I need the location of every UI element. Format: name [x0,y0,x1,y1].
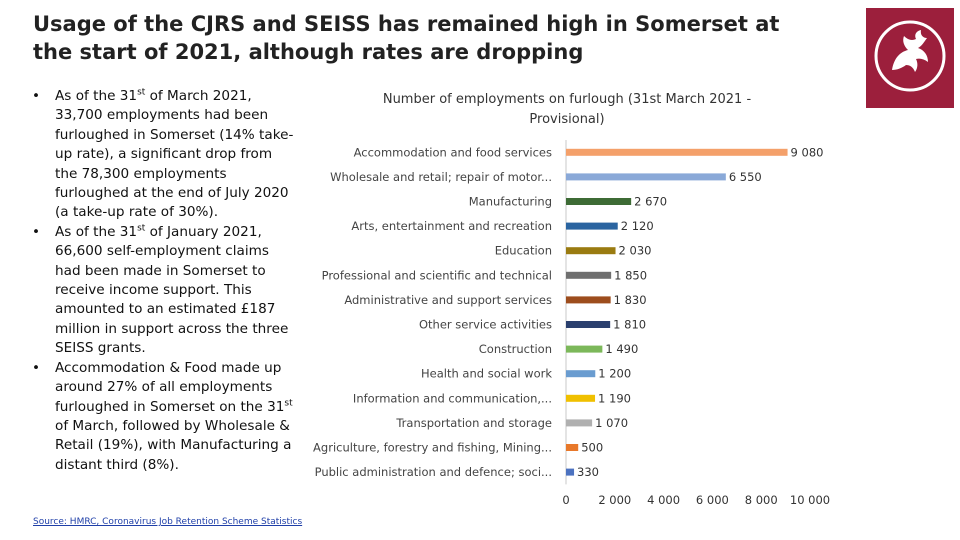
category-label: Transportation and storage [395,416,552,430]
category-label: Accommodation and food services [354,145,552,159]
data-label: 1 490 [605,342,638,356]
data-bar [566,247,616,255]
data-bar [566,394,596,402]
data-bar [566,296,611,304]
data-label: 500 [581,441,603,455]
data-label: 6 550 [729,170,762,184]
data-label: 1 070 [595,416,628,430]
category-label: Administrative and support services [344,293,552,307]
category-label: Professional and scientific and technica… [322,268,552,282]
chart-title: Number of employments on furlough (31st … [382,92,752,127]
data-label: 2 030 [619,244,652,258]
data-label: 9 080 [791,145,824,159]
data-label: 2 120 [621,219,654,233]
category-label: Manufacturing [469,195,552,209]
data-bar [566,468,575,476]
data-bar [566,370,596,378]
category-label: Wholesale and retail; repair of motor... [330,170,552,184]
bullet-item: As of the 31st of January 2021, 66,600 s… [28,223,298,359]
x-tick-label: 6 000 [696,493,729,507]
category-label: Agriculture, forestry and fishing, Minin… [313,441,552,455]
data-label: 1 200 [598,367,631,381]
category-label: Arts, entertainment and recreation [351,219,552,233]
bullet-list: As of the 31st of March 2021, 33,700 emp… [28,87,298,475]
data-bar [566,173,726,181]
data-bar [566,271,612,279]
data-label: 330 [577,465,599,479]
data-label: 1 850 [614,268,647,282]
data-bar [566,321,611,328]
dragon-crest-icon [874,20,946,92]
bullet-item: As of the 31st of March 2021, 33,700 emp… [28,87,298,223]
data-label: 1 190 [598,391,631,405]
bullet-item: Accommodation & Food made up around 27% … [28,359,298,475]
data-label: 1 830 [614,293,647,307]
improving-lives-logo: Improving LIVES [842,484,952,516]
x-tick-label: 4 000 [647,493,680,507]
data-label: 1 810 [613,318,646,332]
data-bar [566,345,603,353]
data-bar [566,444,579,451]
x-tick-label: 8 000 [745,493,778,507]
category-label: Public administration and defence; soci.… [315,465,552,479]
source-link[interactable]: Source: HMRC, Coronavirus Job Retention … [33,517,303,527]
category-label: Education [495,244,552,258]
slide-title: Usage of the CJRS and SEISS has remained… [33,10,793,66]
slide-title-line2: the start of 2021, although rates are dr… [33,40,584,64]
category-label: Other service activities [419,318,552,332]
x-tick-label: 0 [562,493,569,507]
x-tick-label: 10 000 [790,493,830,507]
data-bar [566,198,632,205]
data-bar [566,148,788,156]
data-label: 2 670 [634,195,667,209]
category-label: Construction [479,342,552,356]
logo-line1: Improving [850,483,944,502]
council-logo [866,8,954,108]
category-label: Health and social work [421,367,552,381]
logo-line2: LIVES [872,501,922,516]
data-bar [566,222,618,230]
x-tick-label: 2 000 [598,493,631,507]
data-bar [566,419,593,427]
slide-title-line1: Usage of the CJRS and SEISS has remained… [33,12,780,36]
category-label: Information and communication,... [353,391,552,405]
